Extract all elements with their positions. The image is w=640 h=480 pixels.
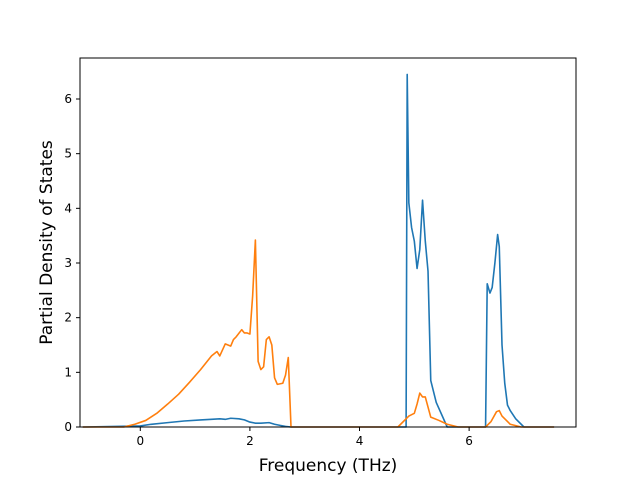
series-line-1 — [82, 73, 555, 428]
y-tick-label-5: 5 — [64, 147, 72, 161]
series-layer — [82, 73, 555, 428]
y-axis: 0 1 2 3 4 5 6 — [64, 92, 80, 434]
x-axis-label: Frequency (THz) — [259, 456, 398, 476]
x-tick-label-3: 6 — [465, 434, 473, 448]
y-tick-label-6: 6 — [64, 92, 72, 106]
x-tick-label-1: 2 — [246, 434, 254, 448]
series-line-2 — [82, 239, 555, 428]
y-tick-label-4: 4 — [64, 201, 72, 215]
x-tick-label-0: 0 — [136, 434, 144, 448]
x-tick-label-2: 4 — [356, 434, 364, 448]
y-tick-label-0: 0 — [64, 420, 72, 434]
plot-frame — [79, 57, 577, 428]
y-tick-label-1: 1 — [64, 365, 72, 379]
y-tick-label-3: 3 — [64, 256, 72, 270]
x-axis: 0 2 4 6 — [136, 427, 473, 448]
y-axis-label: Partial Density of States — [37, 140, 57, 345]
y-tick-label-2: 2 — [64, 311, 72, 325]
